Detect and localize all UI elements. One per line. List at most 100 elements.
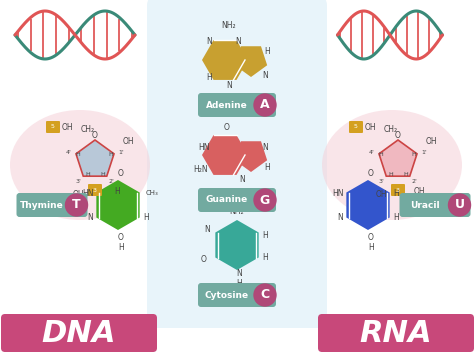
Text: N: N xyxy=(337,213,343,222)
Text: N: N xyxy=(262,71,268,80)
Text: H: H xyxy=(86,172,91,177)
Text: 1': 1' xyxy=(421,150,427,155)
Text: 3': 3' xyxy=(75,179,81,184)
Text: 5: 5 xyxy=(51,125,55,130)
Text: H: H xyxy=(118,242,124,251)
Text: Guanine: Guanine xyxy=(206,196,248,204)
FancyBboxPatch shape xyxy=(147,0,327,328)
Text: 3': 3' xyxy=(378,179,384,184)
Polygon shape xyxy=(202,40,248,80)
Polygon shape xyxy=(76,140,114,176)
Circle shape xyxy=(254,94,276,116)
FancyBboxPatch shape xyxy=(198,188,276,212)
Polygon shape xyxy=(96,180,140,230)
Text: N: N xyxy=(206,38,212,47)
Text: C: C xyxy=(260,289,270,301)
Text: O: O xyxy=(368,169,374,178)
Text: CH₂: CH₂ xyxy=(81,126,95,135)
FancyBboxPatch shape xyxy=(391,184,405,196)
Text: G: G xyxy=(260,193,270,207)
Text: HN: HN xyxy=(198,142,210,152)
FancyBboxPatch shape xyxy=(1,314,157,352)
Text: H: H xyxy=(264,48,270,56)
Ellipse shape xyxy=(322,110,462,220)
Text: O: O xyxy=(118,233,124,241)
Text: OH: OH xyxy=(73,190,84,199)
Text: T: T xyxy=(72,198,81,212)
Text: 4': 4' xyxy=(66,150,72,155)
Text: H: H xyxy=(100,172,105,177)
Text: Cytosine: Cytosine xyxy=(205,290,249,300)
Text: H: H xyxy=(143,213,149,222)
Text: 4': 4' xyxy=(369,150,375,155)
Text: OH: OH xyxy=(414,187,426,196)
Ellipse shape xyxy=(10,110,150,220)
Text: 5: 5 xyxy=(354,125,358,130)
Text: H₂N: H₂N xyxy=(194,165,208,175)
Text: OH: OH xyxy=(375,190,387,199)
Text: H: H xyxy=(393,213,399,222)
Text: U: U xyxy=(455,198,465,212)
Text: H: H xyxy=(379,152,383,157)
Text: N: N xyxy=(262,142,268,152)
Text: N: N xyxy=(236,268,242,278)
FancyBboxPatch shape xyxy=(46,121,60,133)
Text: H: H xyxy=(393,189,399,197)
Text: H: H xyxy=(236,279,242,288)
Circle shape xyxy=(254,284,276,306)
FancyBboxPatch shape xyxy=(318,314,474,352)
Text: O: O xyxy=(201,256,207,264)
Text: OH: OH xyxy=(61,124,73,132)
Text: A: A xyxy=(260,98,270,111)
Text: O: O xyxy=(224,122,230,131)
Circle shape xyxy=(448,194,471,216)
Text: O: O xyxy=(92,131,98,140)
Text: O: O xyxy=(368,233,374,241)
Text: H: H xyxy=(403,172,408,177)
FancyBboxPatch shape xyxy=(198,93,276,117)
Text: HN: HN xyxy=(82,189,94,197)
Text: Uracil: Uracil xyxy=(410,201,440,209)
Text: 3: 3 xyxy=(93,187,97,192)
Text: N: N xyxy=(239,175,245,185)
Text: NH₂: NH₂ xyxy=(230,208,244,217)
Polygon shape xyxy=(235,46,267,77)
Text: HN: HN xyxy=(332,189,344,197)
Text: 1': 1' xyxy=(118,150,124,155)
Text: H: H xyxy=(411,152,416,157)
Text: CH₂: CH₂ xyxy=(384,126,398,135)
Text: Adenine: Adenine xyxy=(206,100,248,109)
Text: OH: OH xyxy=(425,137,437,146)
FancyBboxPatch shape xyxy=(88,184,102,196)
Text: Thymine: Thymine xyxy=(20,201,64,209)
FancyBboxPatch shape xyxy=(17,193,88,217)
Text: O: O xyxy=(118,169,124,178)
Text: H: H xyxy=(264,163,270,171)
Text: 3: 3 xyxy=(396,187,400,192)
Polygon shape xyxy=(215,220,259,270)
Polygon shape xyxy=(235,141,267,172)
Text: N: N xyxy=(235,38,241,47)
Text: H: H xyxy=(368,242,374,251)
FancyBboxPatch shape xyxy=(400,193,471,217)
Text: N: N xyxy=(87,213,93,222)
Text: DNA: DNA xyxy=(42,318,116,348)
Text: N: N xyxy=(204,225,210,235)
Text: 2': 2' xyxy=(412,179,418,184)
Polygon shape xyxy=(379,140,417,176)
Text: O: O xyxy=(395,131,401,140)
Text: N: N xyxy=(226,81,232,89)
Text: NH₂: NH₂ xyxy=(222,21,237,29)
Circle shape xyxy=(254,189,276,211)
Polygon shape xyxy=(346,180,390,230)
Text: H: H xyxy=(114,187,119,196)
Text: 2': 2' xyxy=(109,179,115,184)
Text: RNA: RNA xyxy=(360,318,432,348)
Text: H: H xyxy=(76,152,81,157)
Text: H: H xyxy=(389,172,393,177)
FancyBboxPatch shape xyxy=(349,121,363,133)
Text: © Genetic Education Inc.: © Genetic Education Inc. xyxy=(5,347,66,352)
Polygon shape xyxy=(202,135,248,175)
Text: H: H xyxy=(262,252,268,262)
Text: CH₃: CH₃ xyxy=(146,190,159,196)
